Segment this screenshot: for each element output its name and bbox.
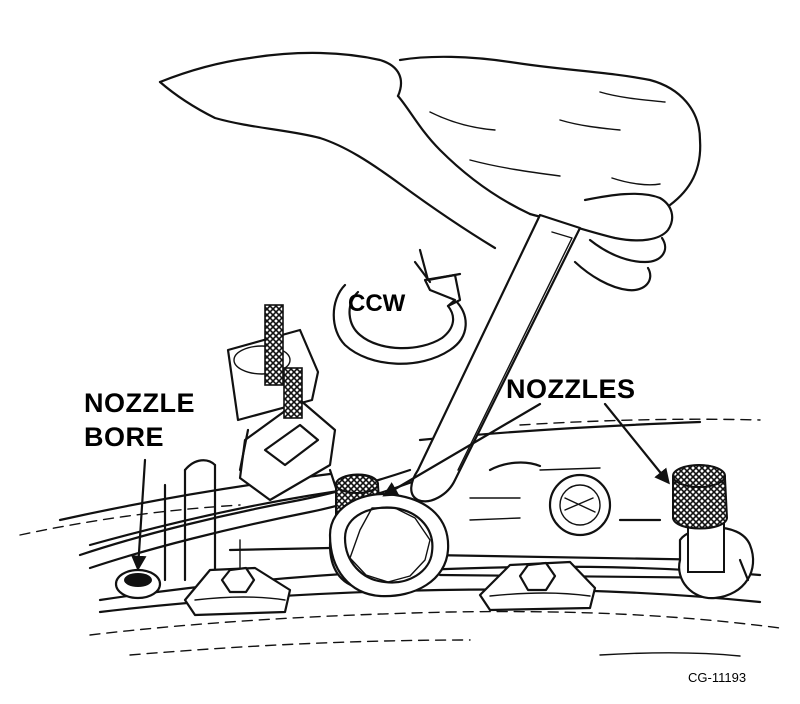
- hold-down-clamp-right: [478, 560, 597, 612]
- nozzles-label: NOZZLES: [506, 374, 636, 404]
- wrench: [328, 213, 582, 598]
- studs-bracket: [226, 304, 342, 502]
- leader-nozzle-center: [382, 402, 542, 497]
- leader-nozzle-right: [603, 402, 670, 485]
- hold-down-clamp-left: [183, 566, 292, 617]
- nozzle-bore-label-line1: NOZZLE: [84, 388, 195, 418]
- ccw-rotation-arrow: CCW: [332, 248, 467, 365]
- nozzle-bore: [114, 568, 162, 600]
- nozzle-bore-label-line2: BORE: [84, 422, 164, 452]
- ccw-label: CCW: [348, 290, 406, 317]
- leader-nozzle-bore: [131, 458, 147, 572]
- figure-id: CG-11193: [688, 670, 746, 685]
- hand: [158, 51, 702, 292]
- wrench-box-end: [328, 492, 450, 598]
- nozzle-right: [672, 464, 755, 600]
- stud-left: [264, 304, 284, 386]
- bolt-head: [220, 566, 256, 594]
- bolt-head: [518, 561, 557, 592]
- stud-right: [283, 367, 303, 419]
